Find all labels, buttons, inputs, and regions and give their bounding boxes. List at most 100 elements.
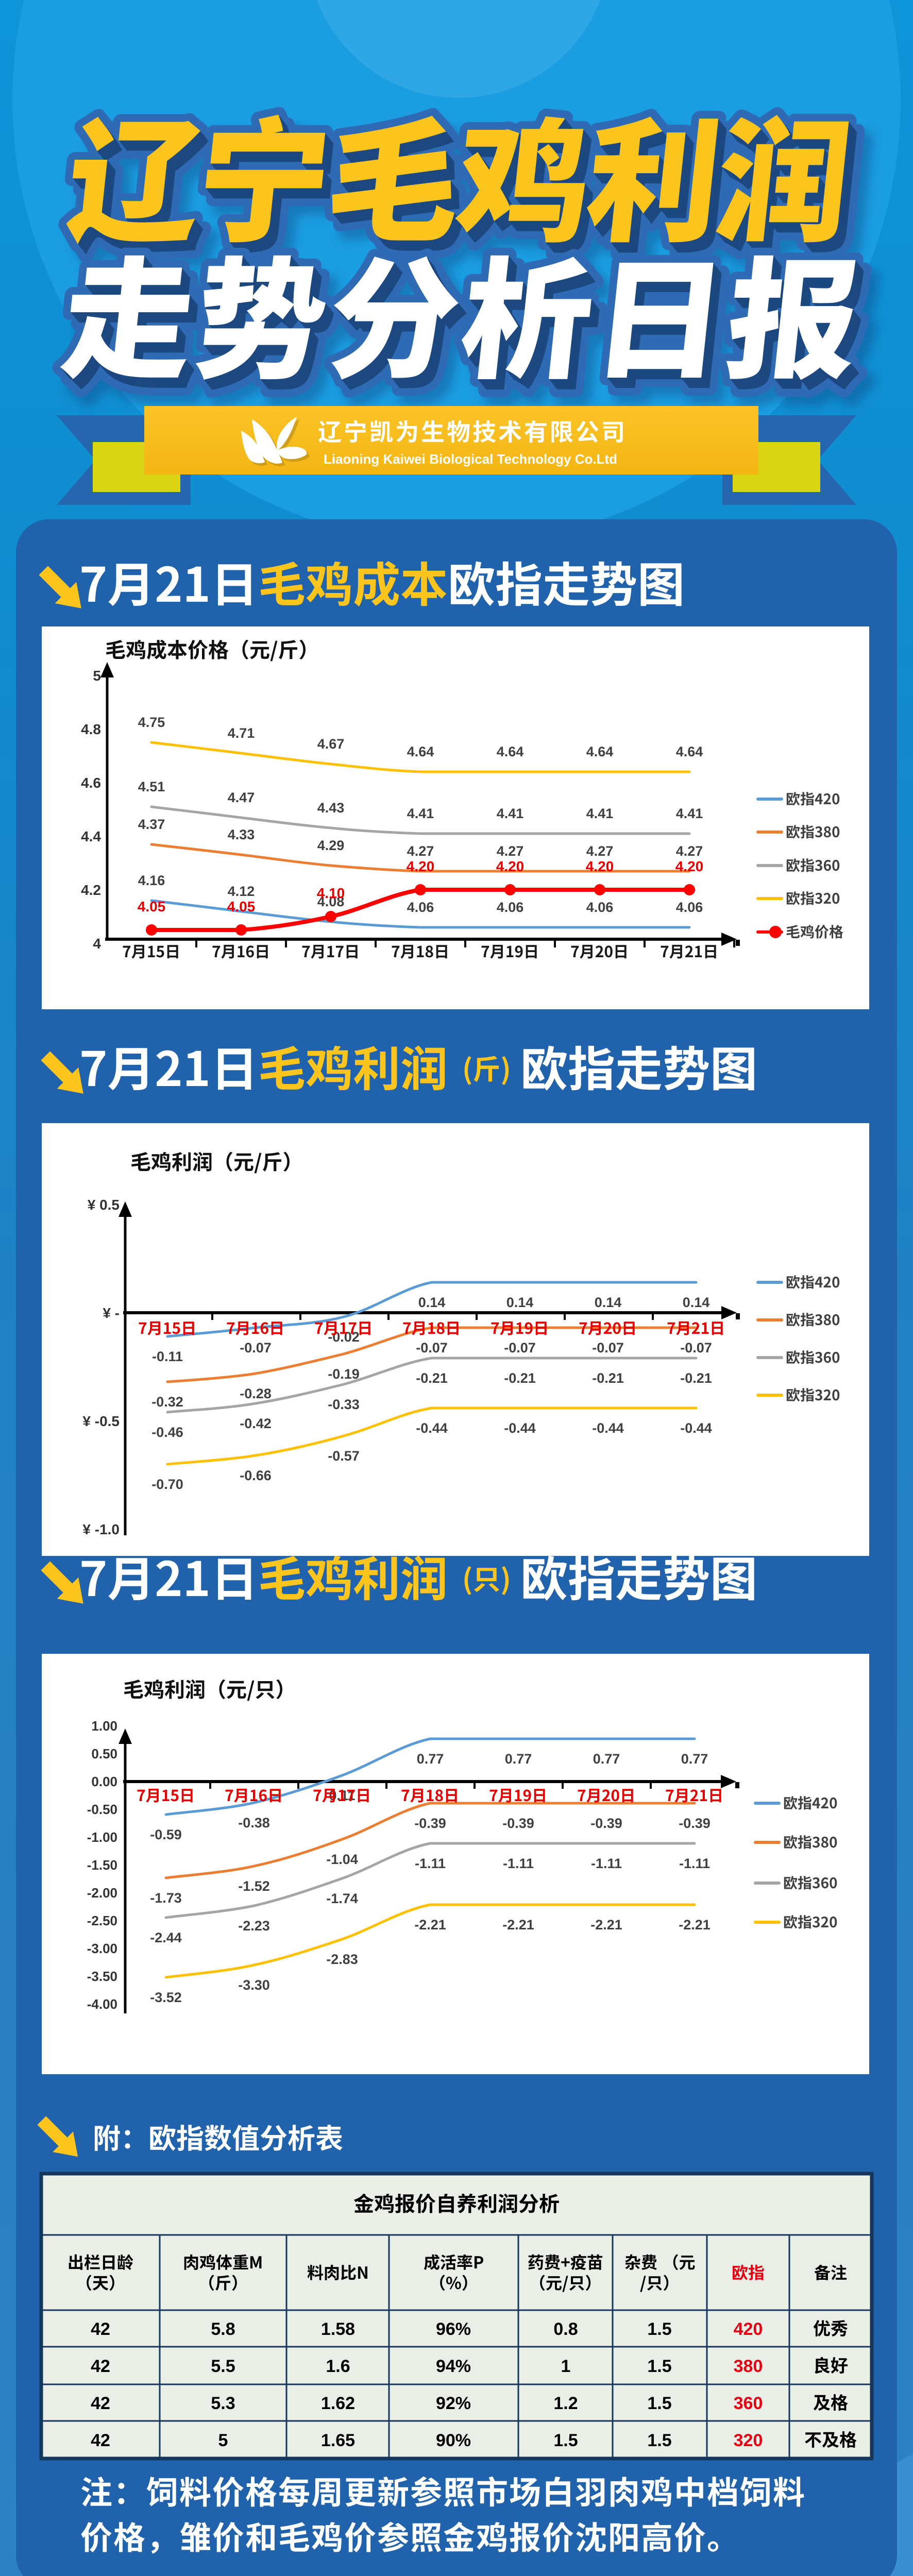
svg-text:4.20: 4.20 [675, 858, 704, 874]
svg-text:-1.00: -1.00 [87, 1829, 117, 1845]
svg-text:360: 360 [734, 2394, 763, 2413]
svg-text:1.6: 1.6 [326, 2357, 350, 2376]
svg-text:42: 42 [91, 2357, 110, 2376]
svg-text:4.06: 4.06 [497, 900, 524, 915]
svg-text:4.4: 4.4 [81, 828, 101, 844]
svg-text:4.20: 4.20 [496, 858, 525, 874]
svg-text:-2.44: -2.44 [150, 1930, 182, 1945]
svg-text:4.10: 4.10 [317, 885, 345, 901]
svg-text:4.75: 4.75 [138, 715, 165, 730]
svg-text:-0.39: -0.39 [414, 1816, 446, 1831]
svg-text:-0.57: -0.57 [328, 1448, 360, 1464]
svg-text:0.50: 0.50 [91, 1746, 117, 1761]
svg-text:0.14: 0.14 [683, 1295, 710, 1310]
svg-text:42: 42 [91, 2431, 110, 2450]
svg-text:94%: 94% [436, 2357, 471, 2376]
svg-text:-0.59: -0.59 [150, 1827, 182, 1842]
svg-text:-0.21: -0.21 [416, 1370, 448, 1386]
svg-text:4.27: 4.27 [407, 843, 434, 859]
svg-text:4.41: 4.41 [586, 806, 614, 821]
svg-text:-0.50: -0.50 [87, 1802, 117, 1817]
svg-text:-2.21: -2.21 [502, 1917, 534, 1933]
svg-text:1.5: 1.5 [647, 2319, 671, 2339]
svg-text:-0.38: -0.38 [238, 1815, 270, 1831]
svg-text:-3.50: -3.50 [87, 1969, 117, 1984]
svg-text:5: 5 [93, 668, 101, 684]
svg-text:-0.44: -0.44 [504, 1420, 536, 1436]
svg-text:0.77: 0.77 [681, 1751, 708, 1767]
svg-text:4.06: 4.06 [586, 900, 614, 915]
svg-text:-1.73: -1.73 [150, 1890, 182, 1906]
svg-text:1: 1 [561, 2357, 571, 2376]
svg-text:0.00: 0.00 [91, 1774, 117, 1789]
svg-text:-0.19: -0.19 [328, 1366, 360, 1382]
svg-text:0.8: 0.8 [553, 2319, 578, 2339]
svg-text:-2.83: -2.83 [326, 1952, 358, 1967]
svg-text:4.16: 4.16 [138, 873, 165, 888]
svg-text:-0.42: -0.42 [240, 1416, 272, 1431]
svg-text:380: 380 [734, 2357, 763, 2376]
svg-text:-0.44: -0.44 [592, 1420, 624, 1436]
svg-text:-2.00: -2.00 [87, 1885, 117, 1901]
svg-text:-2.50: -2.50 [87, 1913, 117, 1928]
svg-text:-3.52: -3.52 [150, 1990, 182, 2005]
svg-text:4.71: 4.71 [228, 725, 255, 741]
svg-text:-0.33: -0.33 [328, 1397, 360, 1412]
svg-text:5.8: 5.8 [211, 2319, 235, 2339]
svg-text:4.33: 4.33 [228, 827, 255, 842]
svg-text:-3.30: -3.30 [238, 1977, 270, 1993]
svg-text:-0.07: -0.07 [504, 1340, 536, 1355]
svg-text:0.77: 0.77 [505, 1751, 532, 1767]
svg-text:1.65: 1.65 [321, 2431, 355, 2450]
svg-text:-0.07: -0.07 [592, 1340, 624, 1355]
svg-text:-0.21: -0.21 [504, 1370, 536, 1386]
svg-text:-0.39: -0.39 [590, 1816, 622, 1831]
svg-text:1.5: 1.5 [647, 2394, 671, 2413]
svg-text:4.6: 4.6 [81, 775, 101, 791]
svg-text:4.12: 4.12 [228, 884, 255, 899]
svg-text:4.67: 4.67 [317, 736, 345, 752]
svg-text:420: 420 [734, 2319, 763, 2339]
svg-text:-4.00: -4.00 [87, 1996, 117, 2012]
svg-text:4.41: 4.41 [497, 806, 524, 821]
svg-text:-2.21: -2.21 [590, 1917, 622, 1933]
svg-text:-1.11: -1.11 [591, 1856, 622, 1871]
svg-text:-0.32: -0.32 [151, 1394, 183, 1410]
svg-text:¥ -1.0: ¥ -1.0 [82, 1521, 120, 1537]
svg-text:4.64: 4.64 [586, 744, 614, 759]
svg-text:-0.21: -0.21 [592, 1370, 624, 1386]
svg-text:4.41: 4.41 [676, 806, 703, 821]
svg-text:320: 320 [734, 2431, 763, 2450]
svg-text:-0.70: -0.70 [151, 1477, 183, 1492]
svg-text:¥ -: ¥ - [103, 1305, 120, 1321]
svg-text:4.2: 4.2 [81, 882, 101, 898]
svg-text:-1.04: -1.04 [326, 1852, 358, 1867]
svg-text:-1.52: -1.52 [238, 1878, 270, 1894]
svg-text:1.5: 1.5 [647, 2431, 671, 2450]
svg-text:-0.44: -0.44 [416, 1420, 448, 1436]
svg-text:-0.44: -0.44 [680, 1420, 712, 1436]
svg-text:96%: 96% [436, 2319, 471, 2339]
svg-text:4.29: 4.29 [317, 838, 345, 853]
svg-text:90%: 90% [436, 2431, 471, 2450]
svg-text:-0.21: -0.21 [680, 1370, 712, 1386]
svg-text:1.5: 1.5 [553, 2431, 578, 2450]
svg-text:-0.39: -0.39 [502, 1816, 534, 1831]
svg-text:4.64: 4.64 [497, 744, 524, 759]
svg-text:4.27: 4.27 [676, 843, 703, 859]
svg-text:4.05: 4.05 [227, 899, 256, 914]
svg-text:4.05: 4.05 [138, 899, 166, 914]
svg-text:¥ 0.5: ¥ 0.5 [88, 1197, 120, 1213]
svg-text:4.20: 4.20 [407, 858, 435, 874]
svg-text:5.3: 5.3 [211, 2394, 235, 2413]
svg-text:-0.28: -0.28 [240, 1386, 272, 1401]
svg-text:-2.23: -2.23 [238, 1918, 270, 1934]
svg-text:4.41: 4.41 [407, 806, 434, 821]
svg-text:0.77: 0.77 [417, 1751, 444, 1767]
svg-text:-0.46: -0.46 [151, 1425, 183, 1440]
svg-text:4.8: 4.8 [81, 721, 101, 737]
svg-text:92%: 92% [436, 2394, 471, 2413]
svg-text:-0.07: -0.07 [240, 1340, 272, 1355]
svg-text:0.14: 0.14 [418, 1295, 446, 1310]
svg-text:4.08: 4.08 [317, 894, 345, 909]
